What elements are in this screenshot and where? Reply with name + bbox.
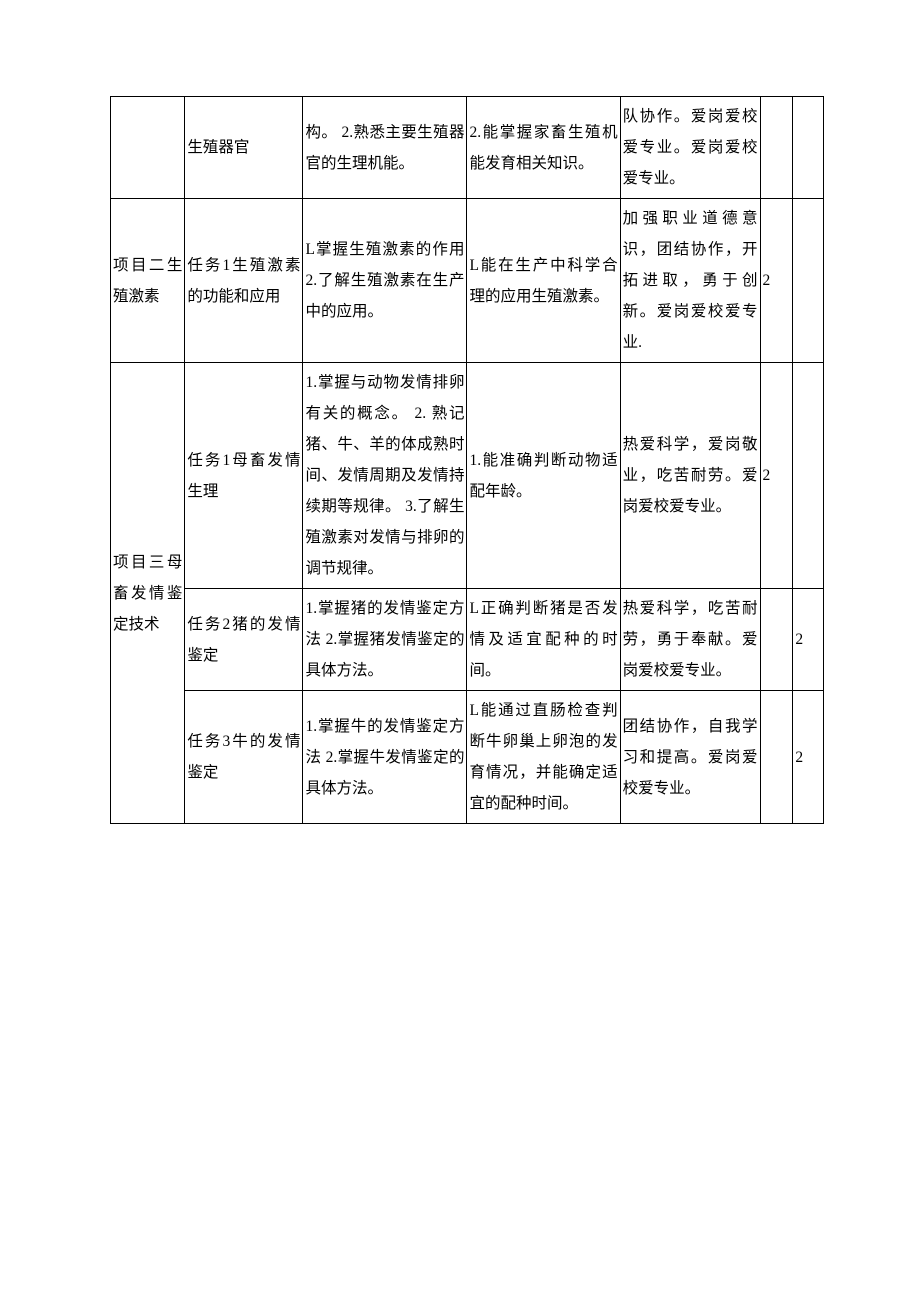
cell-quality: 热爱科学，爱岗敬业，吃苦耐劳。爱岗爱校爱专业。 bbox=[620, 363, 760, 589]
cell-hours1 bbox=[760, 691, 793, 824]
cell-project bbox=[111, 97, 185, 199]
table-row: 任务3牛的发情鉴定 1.掌握牛的发情鉴定方法 2.掌握牛发情鉴定的具体方法。 L… bbox=[111, 691, 824, 824]
cell-project: 项目二生殖激素 bbox=[111, 199, 185, 363]
cell-quality: 团结协作，自我学习和提高。爱岗爱校爱专业。 bbox=[620, 691, 760, 824]
table-row: 生殖器官 构。 2.熟悉主要生殖器官的生理机能。 2.能掌握家畜生殖机能发育相关… bbox=[111, 97, 824, 199]
cell-task: 任务1母畜发情生理 bbox=[185, 363, 303, 589]
cell-skill: L能在生产中科学合理的应用生殖激素。 bbox=[467, 199, 620, 363]
cell-skill: L正确判断猪是否发情及适宜配种的时间。 bbox=[467, 589, 620, 691]
cell-hours2: 2 bbox=[793, 691, 824, 824]
curriculum-table: 生殖器官 构。 2.熟悉主要生殖器官的生理机能。 2.能掌握家畜生殖机能发育相关… bbox=[110, 96, 824, 824]
cell-hours1: 2 bbox=[760, 199, 793, 363]
cell-hours2 bbox=[793, 97, 824, 199]
cell-knowledge: L掌握生殖激素的作用 2.了解生殖激素在生产中的应用。 bbox=[303, 199, 467, 363]
cell-hours2 bbox=[793, 199, 824, 363]
cell-quality: 热爱科学，吃苦耐劳，勇于奉献。爱岗爱校爱专业。 bbox=[620, 589, 760, 691]
cell-knowledge: 构。 2.熟悉主要生殖器官的生理机能。 bbox=[303, 97, 467, 199]
cell-task: 生殖器官 bbox=[185, 97, 303, 199]
cell-quality: 加强职业道德意识，团结协作，开拓进取，勇于创新。爱岗爱校爱专业. bbox=[620, 199, 760, 363]
table-row: 项目三母畜发情鉴定技术 任务1母畜发情生理 1.掌握与动物发情排卵有关的概念。 … bbox=[111, 363, 824, 589]
cell-knowledge: 1.掌握猪的发情鉴定方法 2.掌握猪发情鉴定的具体方法。 bbox=[303, 589, 467, 691]
cell-quality: 队协作。爱岗爱校爱专业。爱岗爱校爱专业。 bbox=[620, 97, 760, 199]
cell-skill: 2.能掌握家畜生殖机能发育相关知识。 bbox=[467, 97, 620, 199]
cell-hours1 bbox=[760, 589, 793, 691]
cell-hours2 bbox=[793, 363, 824, 589]
table-row: 任务2猪的发情鉴定 1.掌握猪的发情鉴定方法 2.掌握猪发情鉴定的具体方法。 L… bbox=[111, 589, 824, 691]
page: 生殖器官 构。 2.熟悉主要生殖器官的生理机能。 2.能掌握家畜生殖机能发育相关… bbox=[0, 0, 920, 1301]
cell-hours2: 2 bbox=[793, 589, 824, 691]
cell-skill: 1.能准确判断动物适配年龄。 bbox=[467, 363, 620, 589]
cell-hours1: 2 bbox=[760, 363, 793, 589]
cell-knowledge: 1.掌握牛的发情鉴定方法 2.掌握牛发情鉴定的具体方法。 bbox=[303, 691, 467, 824]
cell-project: 项目三母畜发情鉴定技术 bbox=[111, 363, 185, 824]
cell-task: 任务3牛的发情鉴定 bbox=[185, 691, 303, 824]
cell-task: 任务1生殖激素的功能和应用 bbox=[185, 199, 303, 363]
cell-knowledge: 1.掌握与动物发情排卵有关的概念。 2. 熟记猪、牛、羊的体成熟时间、发情周期及… bbox=[303, 363, 467, 589]
table-row: 项目二生殖激素 任务1生殖激素的功能和应用 L掌握生殖激素的作用 2.了解生殖激… bbox=[111, 199, 824, 363]
cell-task: 任务2猪的发情鉴定 bbox=[185, 589, 303, 691]
cell-hours1 bbox=[760, 97, 793, 199]
cell-skill: L能通过直肠检查判断牛卵巢上卵泡的发育情况，并能确定适宜的配种时间。 bbox=[467, 691, 620, 824]
